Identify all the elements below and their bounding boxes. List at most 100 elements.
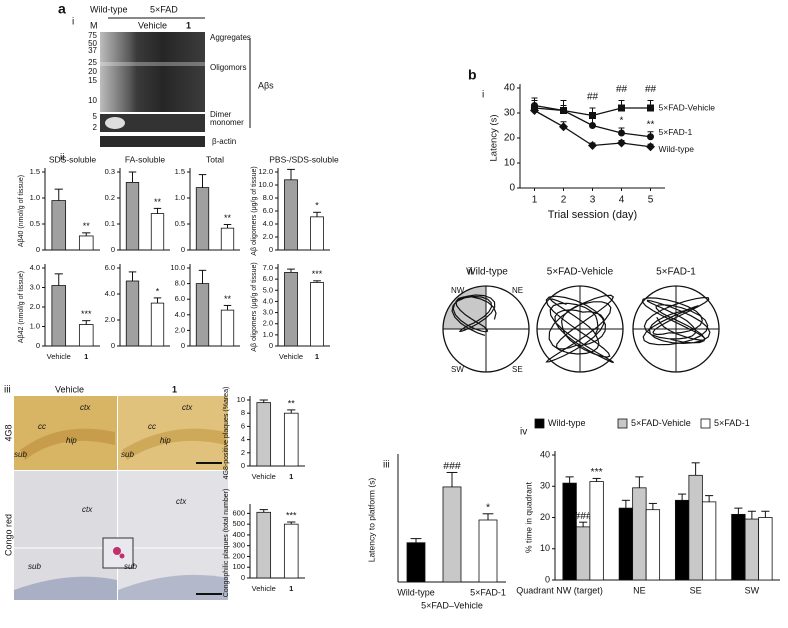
significance-label: * <box>156 286 160 296</box>
significance-label: *** <box>312 269 323 279</box>
chart-title: Total <box>206 154 224 164</box>
series-label: Wild-type <box>659 144 695 154</box>
significance-label: ** <box>83 221 91 231</box>
y-axis-label: Aβ42 (nmol/g of tissue) <box>18 271 25 343</box>
marker-label: 75 <box>88 31 97 40</box>
y-axis-label: Latency (s) <box>489 115 500 162</box>
bar <box>256 402 272 467</box>
blot-header: 5×FAD <box>150 4 178 14</box>
marker <box>589 112 596 119</box>
swim-path <box>641 296 711 346</box>
swim-title: 5×FAD-1 <box>656 267 696 278</box>
subpanel-label: iii <box>383 460 390 471</box>
blot-header: M <box>90 20 98 30</box>
stain-label: Congo red <box>3 514 13 556</box>
chart-title: SDS-soluble <box>49 154 97 164</box>
y-tick-label: 0 <box>269 341 273 350</box>
bar <box>758 517 773 581</box>
y-tick-label: 10 <box>540 543 550 553</box>
significance-label: * <box>620 116 624 127</box>
y-tick-label: 3.0 <box>30 282 40 291</box>
significance-label: ** <box>647 119 655 130</box>
blot-image <box>100 32 205 112</box>
region-label: sub <box>14 450 27 459</box>
marker <box>647 104 654 112</box>
plaque-dot <box>113 547 121 555</box>
swim-path <box>545 294 615 364</box>
y-tick-label: 0 <box>545 574 550 584</box>
swim-path <box>451 294 497 336</box>
y-tick-label: 0 <box>181 341 185 350</box>
blot-label: Aggregates <box>210 33 251 42</box>
significance-label: * <box>315 201 319 211</box>
x-tick-label: 5×FAD–Vehicle <box>421 600 483 610</box>
subpanel-label: i <box>72 17 74 28</box>
bar <box>744 518 760 581</box>
bar <box>283 412 299 467</box>
histology-structure <box>122 428 226 460</box>
marker <box>618 104 625 112</box>
x-tick-label: 5×FAD-1 <box>470 587 506 597</box>
chart-title: FA-soluble <box>125 154 165 164</box>
marker <box>588 141 597 150</box>
bar <box>284 179 298 251</box>
marker <box>618 129 625 137</box>
y-tick-label: 0.5 <box>30 219 40 228</box>
marker <box>646 142 655 152</box>
y-tick-label: 600 <box>232 508 245 517</box>
x-tick-label: Quadrant NW (target) <box>516 585 603 595</box>
bar <box>51 285 67 347</box>
legend-label: 5×FAD-Vehicle <box>631 418 691 428</box>
y-tick-label: 4.0 <box>30 263 40 272</box>
y-tick-label: 6.0 <box>175 294 185 303</box>
y-tick-label: 10.0 <box>170 263 185 272</box>
y-tick-label: 8.0 <box>175 279 185 288</box>
bar <box>125 181 140 251</box>
blot-header: Wild-type <box>90 4 128 14</box>
y-tick-label: 7.0 <box>263 263 273 272</box>
plaque-dot <box>119 553 125 559</box>
region-label: hip <box>66 436 77 445</box>
quadrant-label: SE <box>512 365 523 374</box>
marker <box>559 122 568 132</box>
y-tick-label: 1.0 <box>30 193 40 202</box>
marker-label: 2 <box>93 123 98 132</box>
bar <box>731 513 746 581</box>
x-tick-label: 2 <box>561 195 567 206</box>
blot-label: Oligomors <box>210 63 246 72</box>
subpanel-label: ii <box>468 267 472 278</box>
significance-label: *** <box>81 309 92 319</box>
y-tick-label: 6 <box>241 421 245 430</box>
legend-swatch <box>534 418 545 429</box>
bar <box>688 474 703 581</box>
marker-label: 50 <box>88 39 97 48</box>
panel-label: a <box>58 1 66 17</box>
region-label: cc <box>38 422 46 431</box>
blot-label: Dimer <box>210 110 232 119</box>
y-tick-label: 12.0 <box>258 167 273 176</box>
bar <box>125 280 140 347</box>
subpanel-label: iii <box>4 385 11 396</box>
significance-label: ## <box>587 92 599 103</box>
series-label: 5×FAD-1 <box>659 127 693 137</box>
y-tick-label: 0.2 <box>105 193 115 202</box>
y-tick-label: 200 <box>232 551 245 560</box>
y-tick-label: 0 <box>36 245 40 254</box>
bar <box>562 482 577 581</box>
y-tick-label: 8 <box>241 408 245 417</box>
region-label: ctx <box>82 505 93 514</box>
y-tick-label: 2.0 <box>263 232 273 241</box>
quadrant-label: SW <box>451 365 464 374</box>
column-label: Vehicle <box>55 384 84 394</box>
y-tick-label: 3.0 <box>263 308 273 317</box>
y-tick-label: 0 <box>111 341 115 350</box>
y-tick-label: 8.0 <box>263 193 273 202</box>
marker <box>560 107 567 114</box>
x-tick-label: Vehicle <box>252 584 276 593</box>
y-tick-label: 0 <box>36 341 40 350</box>
y-tick-label: 4.0 <box>263 219 273 228</box>
significance-label: ** <box>224 213 232 223</box>
significance-label: ### <box>574 510 592 522</box>
y-tick-label: 40 <box>540 449 550 459</box>
